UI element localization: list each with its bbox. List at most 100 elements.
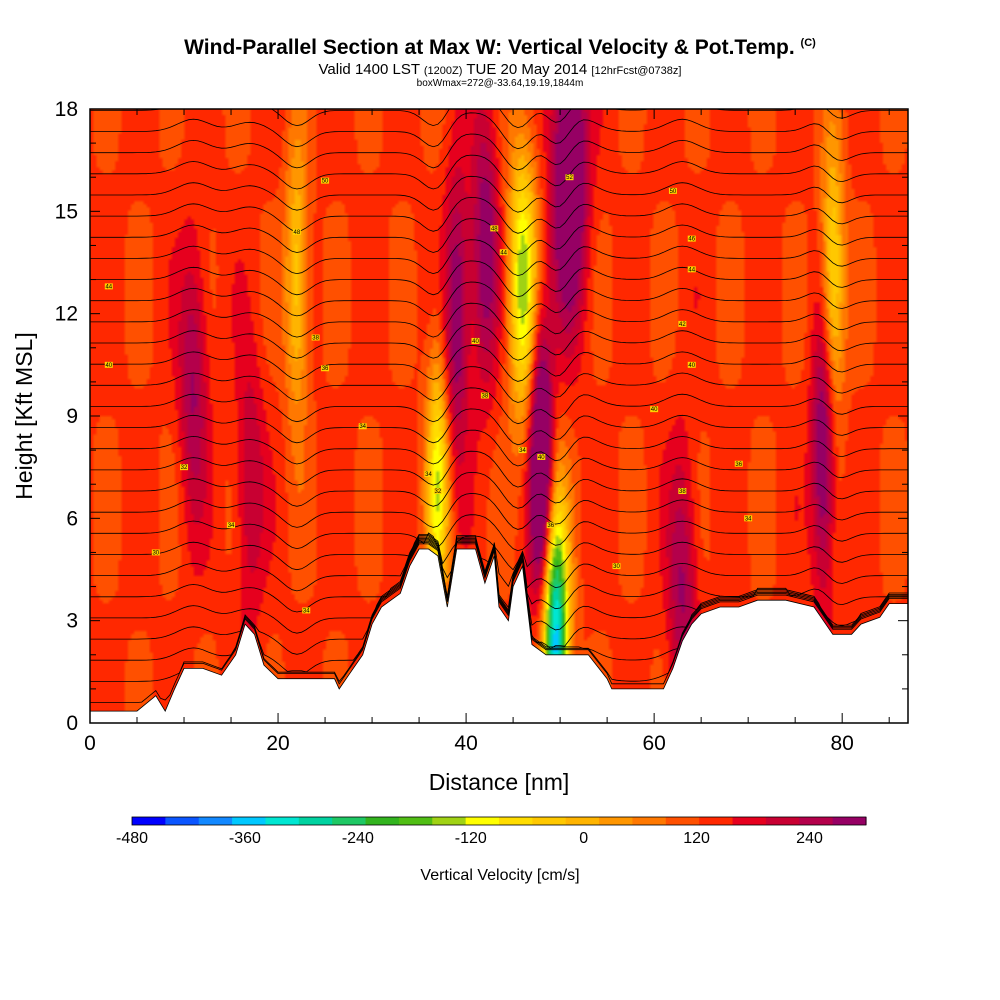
isentrope-line — [90, 543, 908, 703]
colorbar-swatch — [165, 817, 200, 825]
colorbar-swatch — [532, 817, 567, 825]
isentrope-line — [90, 538, 908, 634]
isentrope-label: 34 — [425, 472, 432, 478]
colorbar-swatch — [232, 817, 267, 825]
isentrope-label-bg — [537, 453, 546, 460]
isentrope-label-bg — [433, 488, 442, 495]
isentrope-label: 44 — [688, 267, 695, 273]
isentrope-label: 48 — [294, 230, 301, 236]
isentrope-label-bg — [499, 249, 508, 256]
isentrope-label-bg — [311, 334, 320, 341]
potential-temperature-contours — [90, 109, 908, 703]
isentrope-line — [90, 539, 908, 655]
colorbar-swatch — [265, 817, 300, 825]
valid-time: Valid 1400 LST — [318, 61, 420, 78]
isentrope-label: 34 — [228, 523, 235, 529]
isentrope-label: 30 — [613, 564, 620, 570]
isentrope-label-bg — [650, 406, 659, 413]
isentrope-line — [90, 429, 908, 467]
y-tick-label: 0 — [66, 712, 78, 735]
colorbar-swatch — [765, 817, 800, 825]
isentrope-label-bg — [358, 423, 367, 430]
chart-title: Wind-Parallel Section at Max W: Vertical… — [0, 36, 1000, 60]
isentrope-line — [90, 540, 908, 673]
isentrope-line — [90, 471, 908, 509]
isentrope-label-bg — [565, 174, 574, 181]
isentrope-line — [90, 196, 908, 234]
isentrope-label-bg — [734, 460, 743, 467]
colorbar-tick-label: -120 — [455, 830, 487, 847]
y-tick-label: 9 — [66, 405, 78, 428]
x-tick-label: 20 — [266, 732, 289, 755]
isentrope-label-bg — [612, 563, 621, 570]
x-axis: 0 20 40 60 80 — [84, 109, 890, 755]
colorbar: -480 -360 -240 -120 0 120 240 — [116, 816, 867, 847]
isentrope-line — [90, 302, 908, 340]
colorbar-tick-label: 240 — [796, 830, 823, 847]
isentrope-label: 30 — [152, 550, 159, 556]
x-tick-label: 40 — [454, 732, 477, 755]
y-tick-label: 6 — [66, 507, 78, 530]
isentrope-line — [90, 536, 908, 613]
colorbar-swatch — [632, 817, 667, 825]
colorbar-swatch — [699, 817, 734, 825]
colorbar-swatch — [432, 817, 467, 825]
isentrope-line — [90, 175, 908, 213]
colorbar-swatch — [465, 817, 500, 825]
isentrope-label: 50 — [670, 189, 677, 195]
isentrope-label-bg — [104, 283, 113, 290]
x-axis-label: Distance [nm] — [429, 769, 570, 795]
isentrope-line — [90, 366, 908, 403]
isentrope-label: 38 — [482, 394, 489, 400]
isentrope-label: 44 — [105, 284, 112, 290]
isentrope-labels: 30 32 34 34 38 36 34 34 32 40 38 48 44 34 40 36 52 30 40 50… — [104, 174, 753, 614]
colorbar-frame — [131, 816, 867, 826]
isentrope-line — [90, 534, 908, 571]
x-tick-label: 60 — [642, 732, 665, 755]
chart-subtitle: Valid 1400 LST (1200Z) TUE 20 May 2014 [… — [0, 61, 1000, 78]
isentrope-label-bg — [104, 361, 113, 368]
colorbar-label: Vertical Velocity [cm/s] — [420, 867, 579, 884]
isentrope-label-bg — [687, 361, 696, 368]
isentrope-label-bg — [302, 607, 311, 614]
isentrope-label: 32 — [181, 465, 188, 471]
colorbar-swatch — [132, 817, 166, 825]
colorbar-swatch — [198, 817, 233, 825]
colorbar-swatch — [599, 817, 634, 825]
colorbar-swatch — [499, 817, 533, 825]
isentrope-label-bg — [490, 225, 499, 232]
terrain-mask — [90, 548, 908, 723]
colorbar-tick-label: -240 — [342, 830, 374, 847]
isentrope-label-bg — [480, 392, 489, 399]
isentrope-line — [90, 345, 908, 382]
isentrope-label: 40 — [651, 407, 658, 413]
colorbar-swatch — [799, 817, 834, 825]
isentrope-label-bg — [678, 488, 687, 495]
x-tick-label: 0 — [84, 732, 96, 755]
isentrope-line — [90, 408, 908, 446]
isentrope-label: 38 — [679, 489, 686, 495]
y-axis-label: Height [Kft MSL] — [11, 332, 37, 499]
isentrope-label-bg — [180, 464, 189, 471]
y-tick-label: 12 — [55, 303, 78, 326]
isentrope-line — [90, 239, 908, 277]
colorbar-tick-label: 0 — [579, 830, 588, 847]
isentrope-label: 32 — [435, 489, 442, 495]
isentrope-line — [90, 154, 908, 192]
isentrope-line — [90, 281, 908, 319]
isentrope-label: 46 — [688, 237, 695, 243]
colorbar-swatch — [365, 817, 400, 825]
colorbar-swatch — [398, 817, 433, 825]
isentrope-label: 52 — [566, 175, 573, 181]
isentrope-label: 38 — [312, 336, 319, 342]
isentrope-line — [90, 450, 908, 488]
valid-utc: (1200Z) — [423, 65, 463, 77]
isentrope-line — [90, 112, 908, 150]
isentrope-label-bg — [151, 549, 160, 556]
y-tick-label: 3 — [66, 610, 78, 633]
isentrope-label-bg — [668, 187, 677, 194]
isentrope-label: 34 — [745, 516, 752, 522]
isentrope-line — [90, 260, 908, 298]
isentrope-label: 36 — [547, 523, 554, 529]
